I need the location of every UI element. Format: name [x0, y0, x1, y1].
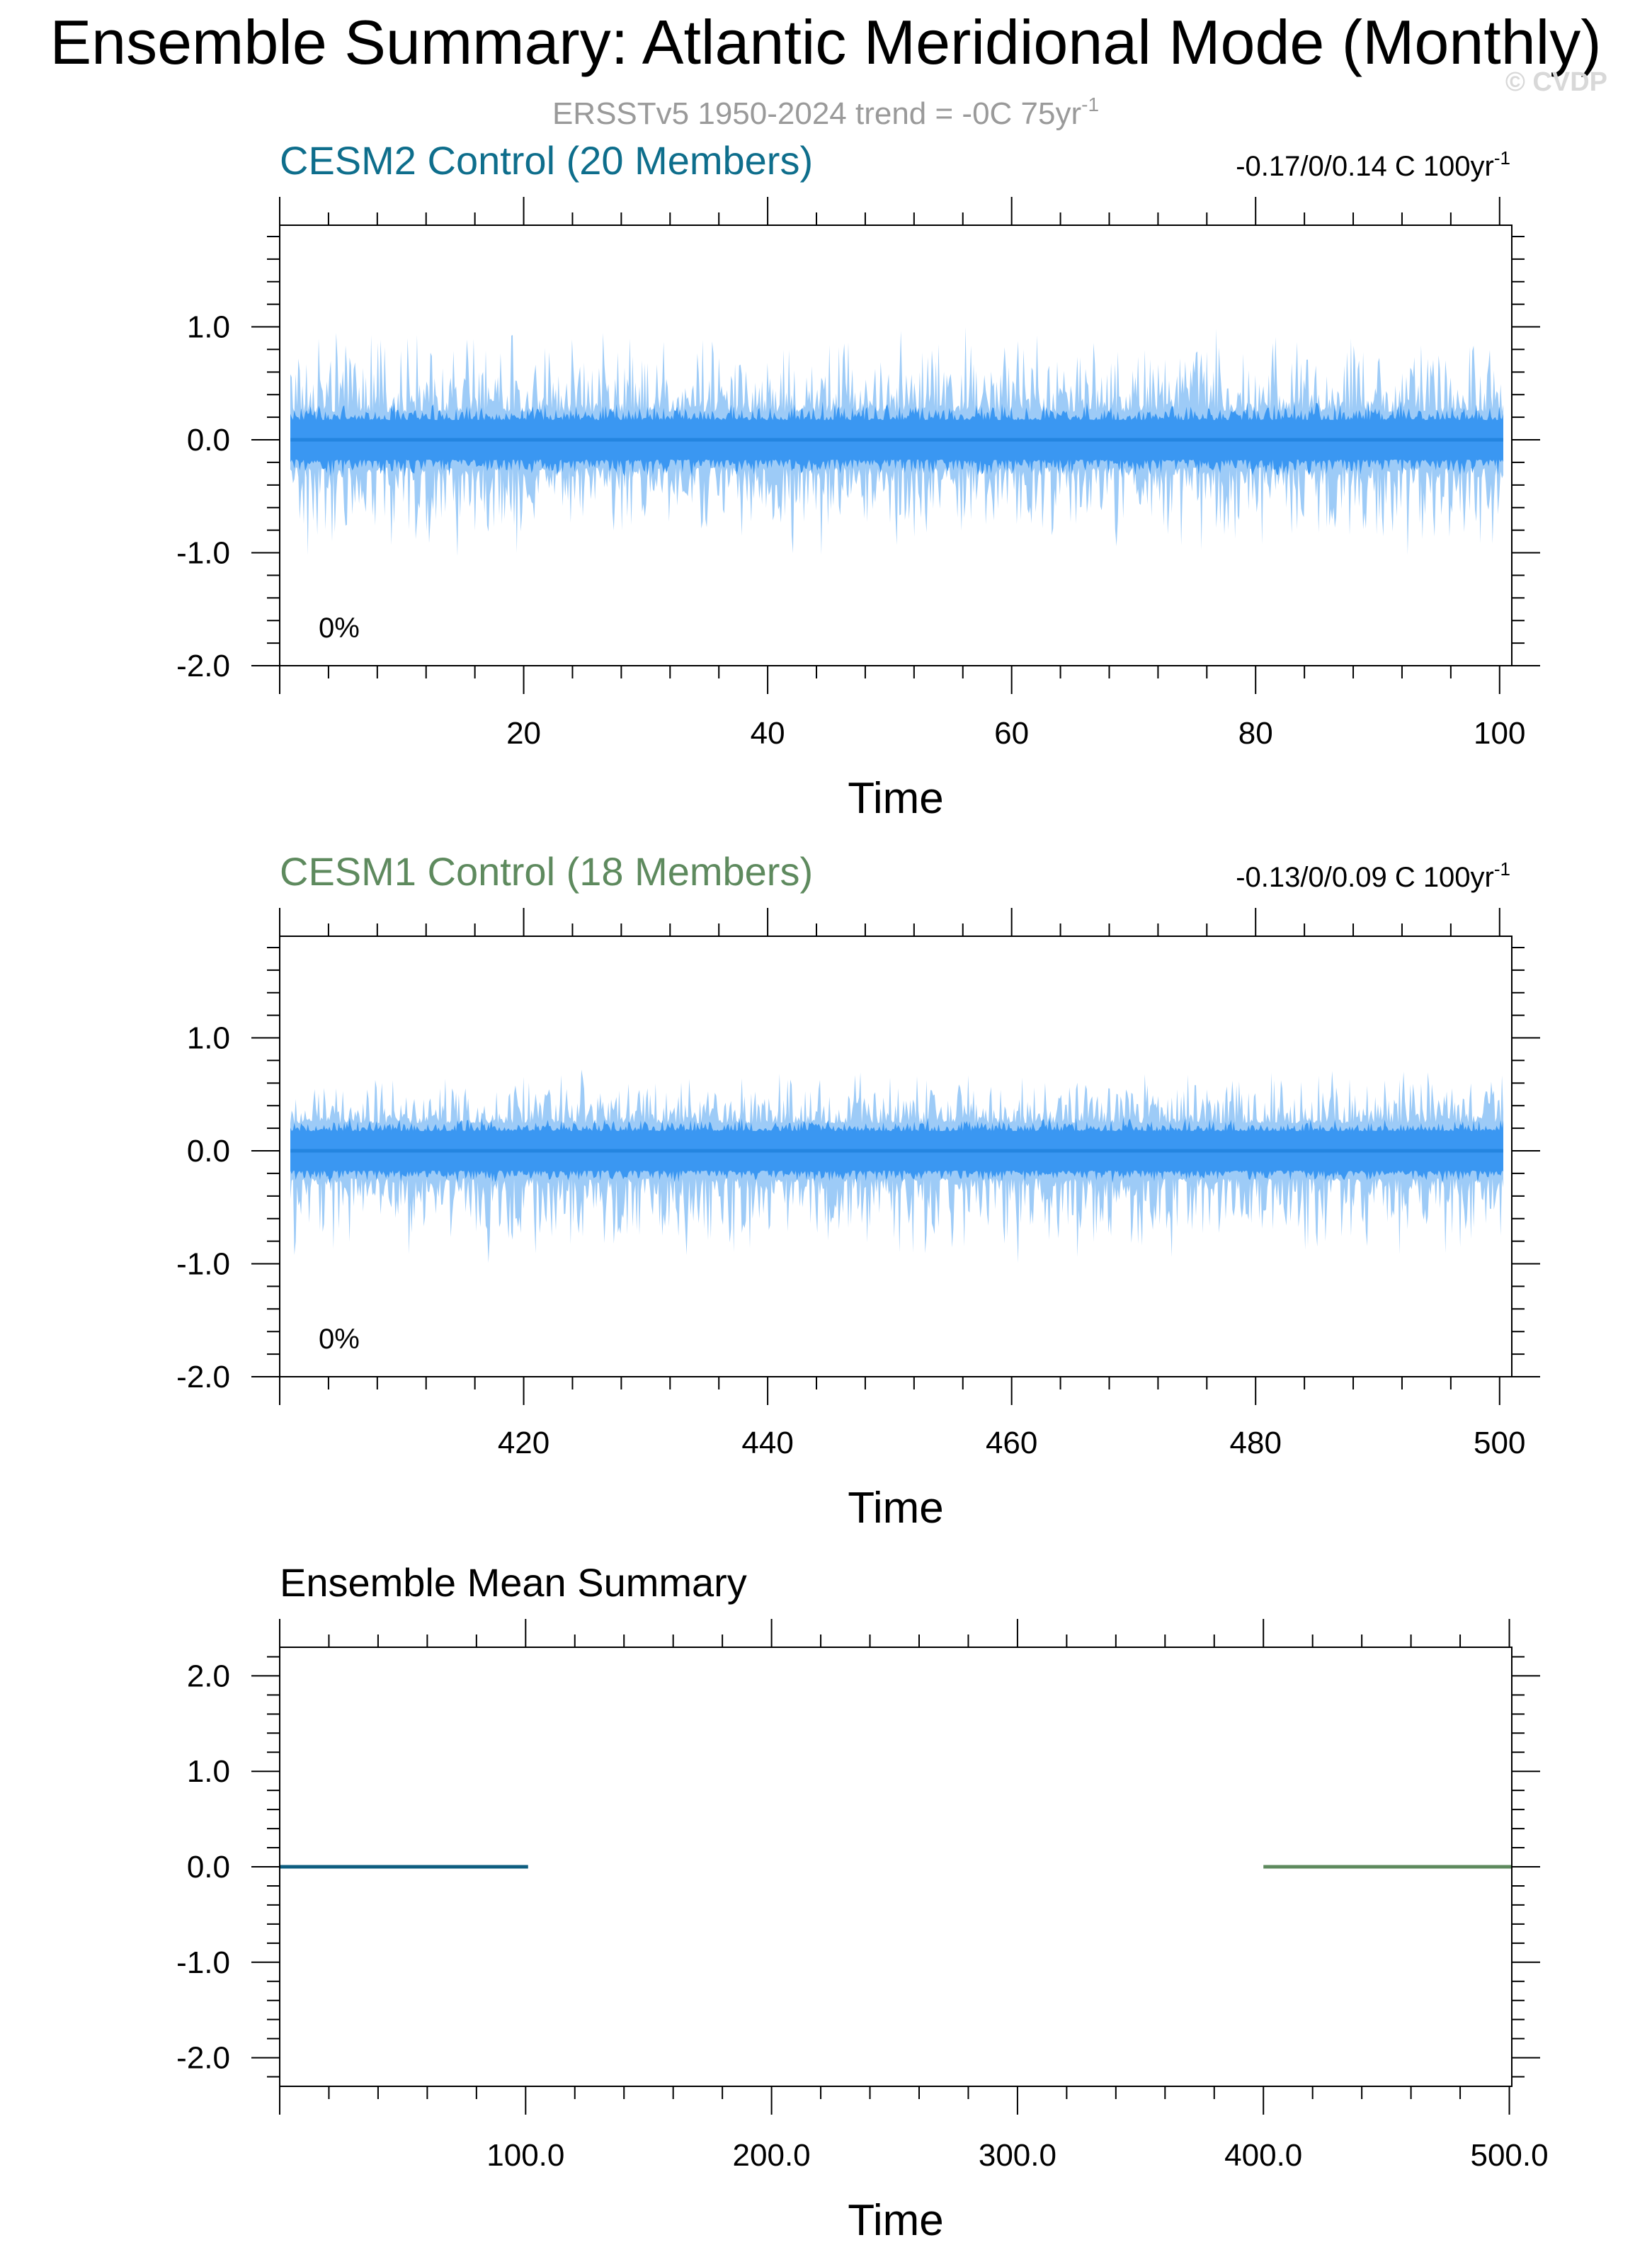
- page-subtitle: ERSSTv5 1950-2024 trend = -0C 75yr-1: [552, 93, 1099, 131]
- trend-stat-text: -0.17/0/0.14 C 100yr: [1236, 151, 1494, 182]
- x-axis-label: Time: [848, 2196, 943, 2245]
- percent-label: 0%: [319, 613, 360, 644]
- panel-title: CESM2 Control (20 Members): [280, 138, 813, 183]
- trend-stat-label: -0.17/0/0.14 C 100yr-1: [1236, 147, 1510, 182]
- subtitle-text: ERSSTv5 1950-2024 trend = -0C 75yr: [552, 96, 1081, 131]
- y-tick-label: -1.0: [176, 536, 230, 571]
- x-tick-label: 100: [1474, 716, 1525, 751]
- plot-frame: [279, 224, 1513, 666]
- x-tick-label: 500: [1474, 1426, 1525, 1460]
- y-tick-label: -2.0: [176, 1360, 230, 1394]
- x-axis-label: Time: [848, 1484, 943, 1533]
- y-tick-label: 0.0: [187, 423, 230, 457]
- x-tick-label: 300.0: [979, 2138, 1056, 2173]
- plot-area: [290, 1069, 1503, 1263]
- y-tick-label: 0.0: [187, 1850, 230, 1884]
- y-tick-label: -2.0: [176, 649, 230, 683]
- x-tick-label: 420: [498, 1426, 549, 1460]
- x-tick-label: 440: [741, 1426, 793, 1460]
- chart-panel-cesm1: CESM1 Control (18 Members) -0.13/0/0.09 C…: [176, 849, 1540, 1533]
- y-tick-label: 2.0: [187, 1659, 230, 1693]
- y-tick-label: 1.0: [187, 1021, 230, 1056]
- chart-panel-cesm2: CESM2 Control (20 Members) -0.17/0/0.14 C…: [176, 138, 1540, 823]
- percent-label: 0%: [319, 1324, 360, 1355]
- x-tick-label: 40: [751, 716, 785, 751]
- y-tick-label: 1.0: [187, 310, 230, 345]
- x-tick-label: 480: [1230, 1426, 1282, 1460]
- y-tick-label: -1.0: [176, 1945, 230, 1980]
- x-tick-label: 60: [994, 716, 1029, 751]
- trend-stat-superscript: -1: [1494, 147, 1510, 169]
- subtitle-superscript: -1: [1081, 93, 1099, 115]
- y-tick-label: 1.0: [187, 1754, 230, 1789]
- trend-stat-label: -0.13/0/0.09 C 100yr-1: [1236, 858, 1510, 893]
- x-tick-label: 400.0: [1224, 2138, 1302, 2173]
- page-title: Ensemble Summary: Atlantic Meridional Mo…: [50, 7, 1601, 77]
- panel-title: Ensemble Mean Summary: [280, 1560, 747, 1605]
- trend-stat-superscript: -1: [1494, 858, 1510, 880]
- x-tick-label: 20: [506, 716, 541, 751]
- watermark: © CVDP: [1505, 67, 1607, 97]
- x-tick-label: 200.0: [733, 2138, 811, 2173]
- x-tick-label: 500.0: [1470, 2138, 1548, 2173]
- y-tick-label: 0.0: [187, 1134, 230, 1169]
- trend-stat-text: -0.13/0/0.09 C 100yr: [1236, 862, 1494, 893]
- x-axis-label: Time: [848, 774, 943, 823]
- plot-frame: [279, 936, 1513, 1377]
- panel-title: CESM1 Control (18 Members): [280, 849, 813, 894]
- plot-area: [290, 326, 1503, 557]
- y-tick-label: -2.0: [176, 2041, 230, 2076]
- x-tick-label: 100.0: [486, 2138, 564, 2173]
- chart-panel-ensemble-mean: Ensemble Mean Summary 2.0 1.0 0.0 -1.0 -2.0 10…: [176, 1560, 1548, 2245]
- x-tick-label: 80: [1238, 716, 1273, 751]
- x-tick-label: 460: [986, 1426, 1037, 1460]
- y-tick-label: -1.0: [176, 1247, 230, 1282]
